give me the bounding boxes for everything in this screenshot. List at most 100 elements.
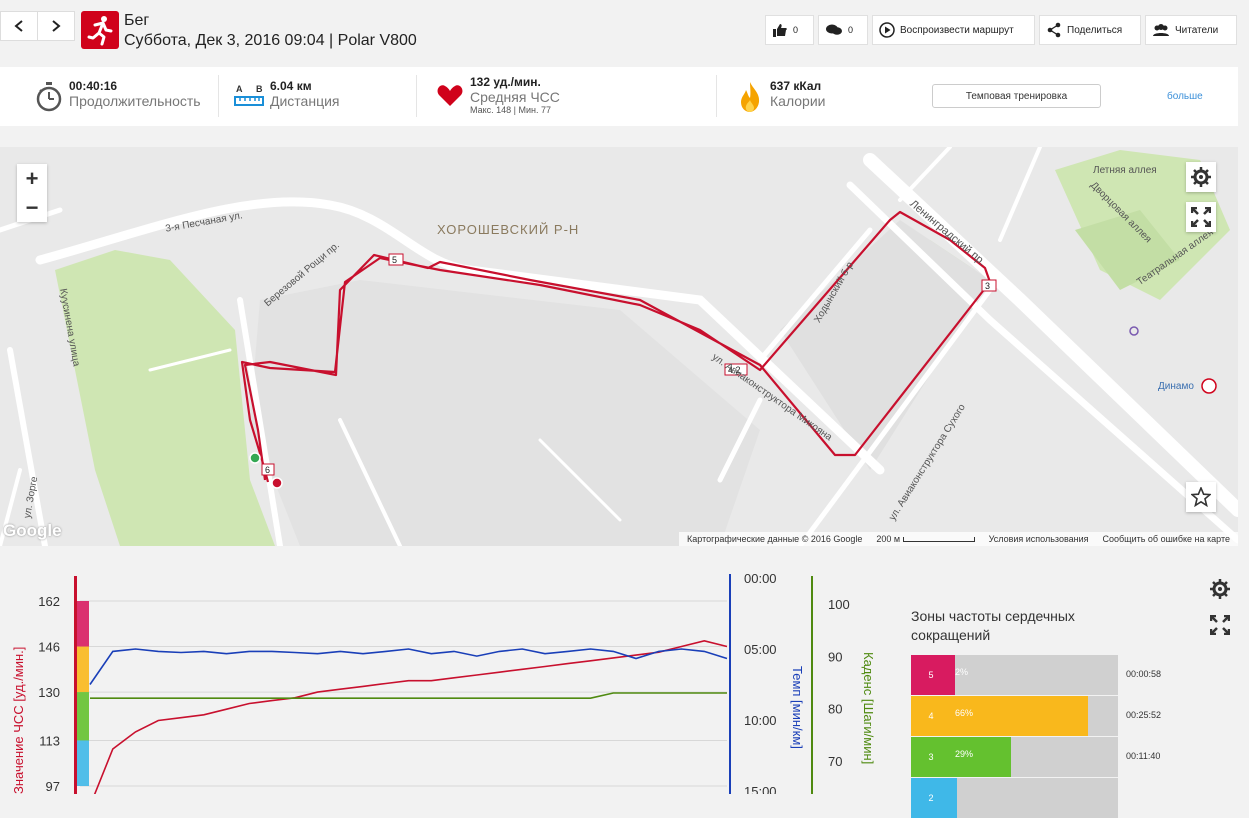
zone-band-segment: [77, 740, 89, 786]
svg-text:B: B: [256, 84, 263, 94]
cadence-axis-label: Каденс [Шаги/мин]: [861, 652, 876, 764]
fullscreen-button[interactable]: [1186, 202, 1216, 232]
zone-bar: 3 29%: [911, 737, 1118, 777]
map-attribution: Картографические данные © 2016 Google: [687, 534, 863, 544]
zoom-out-button[interactable]: −: [25, 194, 39, 220]
distance-icon: A B: [234, 84, 264, 106]
zone-percent: 29%: [955, 749, 974, 759]
top-bar: Бег Суббота, Дек 3, 2016 09:04 | Polar V…: [0, 0, 1249, 60]
map-scale: 200 м: [876, 534, 975, 544]
cadence-tick-label: 100: [828, 597, 850, 612]
divider: [716, 75, 717, 117]
hr-series-line: [93, 639, 728, 794]
zone-time: 00:25:52: [1126, 710, 1162, 720]
running-icon: [81, 11, 119, 49]
zone-band-segment: [77, 601, 89, 647]
chart-grid: [80, 600, 727, 787]
calories-value: 637 кКал: [770, 79, 822, 93]
hr-tick-label: 113: [39, 733, 60, 748]
duration-label: Продолжительность: [69, 93, 201, 109]
pace-tick-label: 15:00: [744, 784, 777, 794]
duration-stat: 00:40:16 Продолжительность: [69, 79, 201, 109]
followers-label: Читатели: [1175, 24, 1219, 36]
axis-ticks: 162 146 130 113 97 00:00 05:00 10:00 15:00 100 90 8…: [38, 571, 849, 794]
calories-label: Калории: [770, 93, 826, 109]
gear-icon: [1191, 167, 1211, 187]
sport-title: Бег: [124, 12, 150, 29]
hr-tick-label: 97: [46, 779, 60, 794]
workout-chart: 162 146 130 113 97 00:00 05:00 10:00 15:00 100 90 8…: [11, 571, 876, 794]
thumbs-up-icon: [773, 24, 787, 37]
share-label: Поделиться: [1067, 24, 1123, 36]
google-logo: Google: [3, 521, 62, 540]
pace-tick-label: 05:00: [744, 642, 777, 657]
replay-route-button[interactable]: Воспроизвести маршрут: [872, 15, 1035, 45]
summary-panel: 00:40:16 Продолжительность A B 6.04 км Д…: [0, 67, 1238, 126]
terms-link[interactable]: Условия использования: [988, 534, 1089, 544]
zone-number: 2: [911, 778, 951, 818]
zone-percent: 66%: [955, 708, 974, 718]
hr-axis-label: Значение ЧСС [уд./мин.]: [11, 647, 26, 794]
share-button[interactable]: Поделиться: [1039, 15, 1141, 45]
zone-band-segment: [77, 692, 89, 741]
zone-number: 4: [911, 696, 951, 736]
play-circle-icon: [879, 22, 895, 38]
cadence-tick-label: 90: [828, 649, 842, 664]
divider: [218, 75, 219, 117]
svg-text:4 2: 4 2: [728, 365, 741, 375]
stopwatch-icon: [36, 82, 62, 112]
svg-text:5: 5: [392, 255, 397, 265]
cadence-tick-label: 70: [828, 754, 842, 769]
zone-bar: 5 2%: [911, 655, 1118, 695]
comment-count: 0: [848, 25, 854, 35]
prev-button[interactable]: [0, 11, 38, 41]
star-icon: [1191, 487, 1211, 507]
hr-tick-label: 146: [38, 640, 60, 655]
gear-icon: [1210, 579, 1230, 599]
hr-zones-title: Зоны частоты сердечных сокращений: [911, 608, 1075, 643]
zone-number: 5: [911, 655, 951, 695]
favorite-button[interactable]: [1186, 482, 1216, 512]
flame-icon: [741, 82, 760, 112]
chart-settings-button[interactable]: [1208, 577, 1232, 601]
cadence-tick-label: 80: [828, 702, 842, 717]
expand-icon: [1191, 207, 1211, 227]
map-canvas: 5 4 2 3 6: [0, 147, 1238, 546]
hr-min-max: Макс. 148 | Мин. 77: [470, 105, 552, 115]
hr-tick-label: 130: [38, 685, 60, 700]
like-count: 0: [793, 25, 799, 35]
zone-time: 00:00:58: [1126, 669, 1162, 679]
zone-percent: 2%: [955, 667, 969, 677]
street-label: Летняя аллея: [1093, 165, 1157, 176]
hr-value: 132 уд./мин.: [470, 75, 541, 89]
svg-text:3: 3: [985, 281, 990, 291]
share-icon: [1047, 22, 1061, 38]
hr-zone-band: [74, 576, 89, 794]
svg-text:A: A: [236, 84, 243, 94]
metro-label: Динамо: [1158, 381, 1194, 392]
zoom-control: + −: [17, 164, 47, 222]
replay-route-label: Воспроизвести маршрут: [900, 24, 1014, 36]
heart-rate-stat: 132 уд./мин. Средняя ЧСС Макс. 148 | Мин…: [470, 75, 560, 115]
more-link[interactable]: больше: [1167, 91, 1203, 102]
followers-button[interactable]: Читатели: [1145, 15, 1237, 45]
duration-value: 00:40:16: [69, 79, 118, 93]
like-button[interactable]: 0: [765, 15, 814, 45]
chart-fullscreen-button[interactable]: [1208, 613, 1232, 637]
hr-tick-label: 162: [38, 594, 60, 609]
district-label: ХОРОШЕВСКИЙ Р-Н: [437, 222, 580, 237]
map-settings-button[interactable]: [1186, 162, 1216, 192]
distance-stat: 6.04 км Дистанция: [270, 79, 340, 109]
hr-label: Средняя ЧСС: [470, 89, 560, 105]
pace-tick-label: 10:00: [744, 713, 777, 728]
training-type-button[interactable]: Темповая тренировка: [932, 84, 1101, 108]
distance-value: 6.04 км: [270, 79, 312, 93]
next-button[interactable]: [37, 11, 75, 41]
zone-bar: 4 66%: [911, 696, 1118, 736]
zoom-in-button[interactable]: +: [25, 165, 39, 191]
zone-time: 00:11:40: [1126, 751, 1161, 761]
pace-tick-label: 00:00: [744, 571, 777, 586]
comments-button[interactable]: 0: [818, 15, 868, 45]
route-map[interactable]: 5 4 2 3 6 ХОРОШЕВСКИЙ Р-Н 3-я Песчаная у…: [0, 147, 1238, 546]
report-link[interactable]: Сообщить об ошибке на карте: [1102, 534, 1230, 544]
